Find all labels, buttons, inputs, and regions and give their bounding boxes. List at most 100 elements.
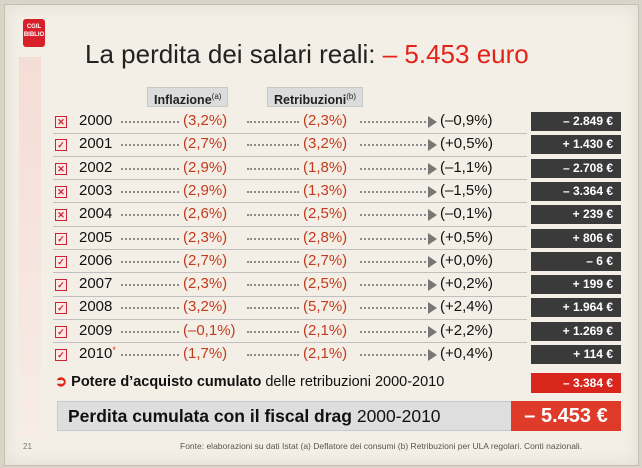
dot-leader (360, 144, 426, 147)
dot-leader (247, 214, 299, 217)
row-difference: (+0,2%) (440, 275, 493, 293)
power-label: delle retribuzioni 2000-2010 (261, 374, 445, 390)
row-divider (53, 272, 527, 274)
row-amount: – 2.849 € (531, 112, 621, 131)
row-amount: + 1.269 € (531, 321, 621, 341)
page-number: 21 (23, 442, 32, 451)
table-row: ✓ 2007 (2,3%) (2,5%) (+0,2%) + 199 € (55, 275, 625, 295)
power-label-bold: Potere d’acquisto cumulato (71, 374, 262, 390)
row-difference: (–1,1%) (440, 158, 493, 176)
row-difference: (–0,1%) (440, 205, 493, 223)
table-row: ✓ 2001 (2,7%) (3,2%) (+0,5%) + 1.430 € (55, 135, 625, 155)
row-retribuzioni: (2,1%) (303, 345, 348, 362)
row-inflazione: (–0,1%) (183, 321, 236, 339)
dot-leader (247, 307, 299, 310)
row-difference: (+0,4%) (440, 345, 493, 362)
row-amount: + 114 € (531, 345, 621, 364)
row-inflazione: (3,2%) (183, 298, 228, 316)
row-year: 2006 (79, 251, 113, 269)
row-difference: (–1,5%) (440, 181, 493, 199)
arrow-icon (428, 116, 437, 128)
dot-leader (360, 190, 426, 193)
table-row: ✓ 2008 (3,2%) (5,7%) (+2,4%) + 1.964 € (55, 298, 625, 318)
checkbox-icon: ✕ (55, 116, 67, 128)
checkbox-icon: ✕ (55, 209, 67, 222)
row-inflazione: (2,7%) (183, 251, 228, 269)
column-header-inflazione: Inflazione(a) (147, 87, 229, 107)
left-decor-band (19, 57, 41, 437)
dot-leader (360, 167, 426, 170)
row-divider (53, 318, 527, 320)
dot-leader (121, 284, 179, 287)
dot-leader (360, 260, 426, 263)
dot-leader (247, 354, 299, 356)
row-year: 2004 (79, 205, 113, 223)
arrow-icon (428, 185, 437, 198)
dot-leader (247, 260, 299, 263)
page: CGIL BIBLIO La perdita dei salari reali:… (4, 4, 639, 466)
total-value: – 5.453 € (511, 401, 621, 431)
row-year: 2009 (79, 321, 113, 339)
title-text: La perdita dei salari reali: (85, 39, 383, 69)
dot-leader (360, 307, 426, 310)
row-year: 2008 (79, 298, 113, 316)
column-header-retribuzioni: Retribuzioni(b) (267, 87, 363, 107)
row-difference: (–0,9%) (440, 112, 493, 129)
checkbox-icon: ✓ (55, 255, 67, 268)
row-divider (53, 132, 527, 134)
row-amount: + 806 € (531, 228, 621, 248)
dot-leader (121, 354, 179, 356)
checkbox-icon: ✓ (55, 349, 67, 361)
dot-leader (360, 354, 426, 356)
row-retribuzioni: (2,8%) (303, 228, 348, 246)
dot-leader (121, 190, 179, 193)
arrow-icon (428, 209, 437, 222)
row-amount: + 1.964 € (531, 298, 621, 318)
row-inflazione: (2,3%) (183, 275, 228, 293)
red-arrow-icon: ➲ (55, 374, 68, 390)
dot-leader (360, 330, 426, 333)
page-title: La perdita dei salari reali: – 5.453 eur… (85, 39, 529, 70)
row-amount: + 239 € (531, 205, 621, 225)
dot-leader (360, 237, 426, 240)
dot-leader (247, 237, 299, 240)
row-inflazione: (2,3%) (183, 228, 228, 246)
row-retribuzioni: (5,7%) (303, 298, 348, 316)
dot-leader (121, 260, 179, 263)
row-year: 2007 (79, 275, 113, 293)
dot-leader (121, 167, 179, 170)
arrow-icon (428, 349, 437, 361)
row-difference: (+0,0%) (440, 251, 493, 269)
table-row: ✓ 2009 (–0,1%) (2,1%) (+2,2%) + 1.269 € (55, 321, 625, 342)
table-row: ✓ 2006 (2,7%) (2,7%) (+0,0%) – 6 € (55, 251, 625, 272)
total-row: Perdita cumulata con il fiscal drag 2000… (57, 401, 519, 431)
row-retribuzioni: (2,7%) (303, 251, 348, 269)
row-difference: (+0,5%) (440, 228, 493, 246)
row-divider (53, 295, 527, 297)
checkbox-icon: ✓ (55, 325, 67, 338)
dot-leader (247, 121, 299, 123)
arrow-icon (428, 162, 437, 175)
total-label: 2000-2010 (351, 406, 441, 426)
dot-leader (360, 284, 426, 287)
checkbox-icon: ✕ (55, 162, 67, 175)
footnote-star: * (112, 345, 116, 355)
dot-leader (247, 330, 299, 333)
table-row: ✓ 2010* (1,7%) (2,1%) (+0,4%) + 114 € (55, 345, 625, 365)
row-inflazione: (3,2%) (183, 112, 228, 129)
row-inflazione: (2,6%) (183, 205, 228, 223)
row-amount: + 1.430 € (531, 135, 621, 155)
row-amount: – 3.364 € (531, 181, 621, 201)
arrow-icon (428, 139, 437, 152)
row-year: 2010* (79, 345, 116, 362)
power-row: ➲ Potere d’acquisto cumulato delle retrib… (55, 371, 523, 393)
dot-leader (247, 144, 299, 147)
dot-leader (360, 121, 426, 123)
checkbox-icon: ✓ (55, 302, 67, 315)
dot-leader (247, 284, 299, 287)
table-row: ✕ 2000 (3,2%) (2,3%) (–0,9%) – 2.849 € (55, 112, 625, 132)
source-footnote: Fonte: elaborazioni su dati Istat (a) De… (180, 441, 583, 451)
row-retribuzioni: (2,3%) (303, 112, 348, 129)
row-difference: (+0,5%) (440, 135, 493, 153)
row-year: 2005 (79, 228, 113, 246)
